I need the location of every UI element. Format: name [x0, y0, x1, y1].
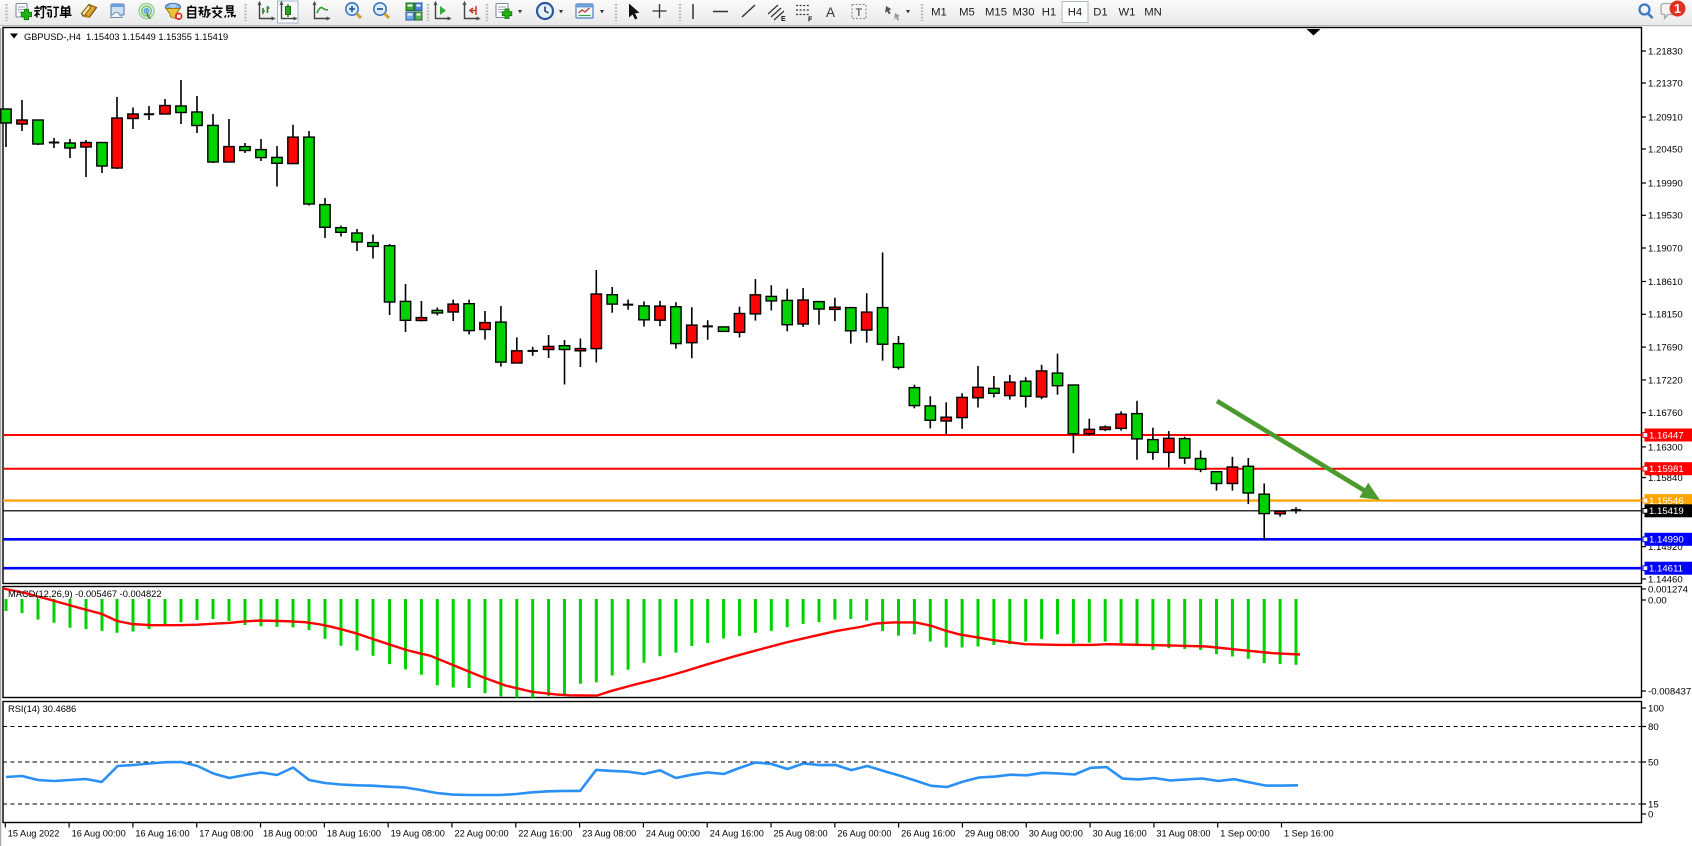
svg-text:50: 50 [1648, 757, 1659, 768]
svg-text:E: E [781, 16, 786, 23]
svg-text:1.16760: 1.16760 [1648, 408, 1683, 419]
svg-text:22 Aug 16:00: 22 Aug 16:00 [518, 829, 572, 839]
svg-text:A: A [826, 5, 835, 20]
svg-text:0.001274: 0.001274 [1648, 584, 1689, 595]
svg-text:1.20450: 1.20450 [1648, 144, 1683, 155]
svg-text:M5: M5 [959, 7, 975, 19]
svg-text:18 Aug 00:00: 18 Aug 00:00 [263, 829, 317, 839]
svg-text:1.16447: 1.16447 [1649, 430, 1684, 441]
svg-text:1.18610: 1.18610 [1648, 277, 1683, 288]
svg-text:1.19070: 1.19070 [1648, 243, 1683, 254]
svg-text:24 Aug 00:00: 24 Aug 00:00 [646, 829, 700, 839]
svg-text:29 Aug 08:00: 29 Aug 08:00 [965, 829, 1019, 839]
svg-text:1.19530: 1.19530 [1648, 211, 1683, 222]
svg-text:0.00: 0.00 [1648, 595, 1667, 606]
svg-text:1.14611: 1.14611 [1649, 564, 1683, 575]
svg-text:-0.008437: -0.008437 [1648, 686, 1691, 697]
svg-text:17 Aug 08:00: 17 Aug 08:00 [199, 829, 253, 839]
svg-text:1.19990: 1.19990 [1648, 178, 1683, 189]
svg-text:D1: D1 [1093, 7, 1107, 19]
svg-text:1.14990: 1.14990 [1649, 535, 1684, 546]
svg-text:GBPUSD-,H4 1.15403 1.15449 1.: GBPUSD-,H4 1.15403 1.15449 1.15355 1.154… [24, 32, 228, 42]
svg-text:T: T [856, 7, 863, 19]
svg-text:31 Aug 08:00: 31 Aug 08:00 [1156, 829, 1210, 839]
svg-text:24 Aug 16:00: 24 Aug 16:00 [710, 829, 764, 839]
svg-text:1.17690: 1.17690 [1648, 343, 1683, 354]
svg-text:M15: M15 [985, 7, 1007, 19]
svg-text:30 Aug 16:00: 30 Aug 16:00 [1093, 829, 1147, 839]
svg-text:MACD(12,26,9) -0.005467 -0.004: MACD(12,26,9) -0.005467 -0.004822 [8, 589, 162, 599]
svg-text:1.15419: 1.15419 [1649, 506, 1684, 517]
svg-text:15: 15 [1648, 799, 1659, 810]
svg-text:22 Aug 00:00: 22 Aug 00:00 [454, 829, 508, 839]
svg-text:1.21830: 1.21830 [1648, 46, 1683, 57]
svg-text:100: 100 [1648, 703, 1664, 714]
svg-text:0: 0 [1648, 809, 1653, 820]
svg-text:1.15981: 1.15981 [1649, 464, 1684, 475]
svg-text:18 Aug 16:00: 18 Aug 16:00 [327, 829, 381, 839]
svg-text:M1: M1 [931, 7, 947, 19]
svg-text:26 Aug 16:00: 26 Aug 16:00 [901, 829, 955, 839]
svg-text:16 Aug 16:00: 16 Aug 16:00 [135, 829, 189, 839]
svg-text:1: 1 [1674, 2, 1681, 16]
svg-text:80: 80 [1648, 722, 1659, 733]
svg-text:1 Sep 00:00: 1 Sep 00:00 [1220, 829, 1270, 839]
svg-text:23 Aug 08:00: 23 Aug 08:00 [582, 829, 636, 839]
svg-text:30 Aug 00:00: 30 Aug 00:00 [1029, 829, 1083, 839]
svg-text:F: F [808, 17, 813, 24]
svg-text:W1: W1 [1119, 7, 1136, 19]
svg-text:1.15546: 1.15546 [1649, 496, 1684, 507]
svg-text:1.21370: 1.21370 [1648, 78, 1683, 89]
svg-text:15 Aug 2022: 15 Aug 2022 [8, 829, 60, 839]
svg-text:H1: H1 [1042, 7, 1056, 19]
svg-text:1.18150: 1.18150 [1648, 310, 1683, 321]
svg-text:25 Aug 08:00: 25 Aug 08:00 [774, 829, 828, 839]
svg-text:26 Aug 00:00: 26 Aug 00:00 [837, 829, 891, 839]
svg-text:1 Sep 16:00: 1 Sep 16:00 [1284, 829, 1334, 839]
svg-text:1.14460: 1.14460 [1648, 574, 1683, 585]
svg-text:1.20910: 1.20910 [1648, 112, 1683, 123]
svg-text:RSI(14) 30.4686: RSI(14) 30.4686 [8, 704, 76, 714]
svg-text:MN: MN [1144, 7, 1162, 19]
svg-text:16 Aug 00:00: 16 Aug 00:00 [72, 829, 126, 839]
svg-text:M30: M30 [1013, 7, 1035, 19]
svg-text:1.15840: 1.15840 [1648, 473, 1683, 484]
svg-text:1.17220: 1.17220 [1648, 375, 1683, 386]
svg-text:19 Aug 08:00: 19 Aug 08:00 [391, 829, 445, 839]
svg-text:H4: H4 [1068, 7, 1082, 19]
svg-text:1.14920: 1.14920 [1648, 542, 1683, 553]
svg-text:1.16300: 1.16300 [1648, 442, 1683, 453]
